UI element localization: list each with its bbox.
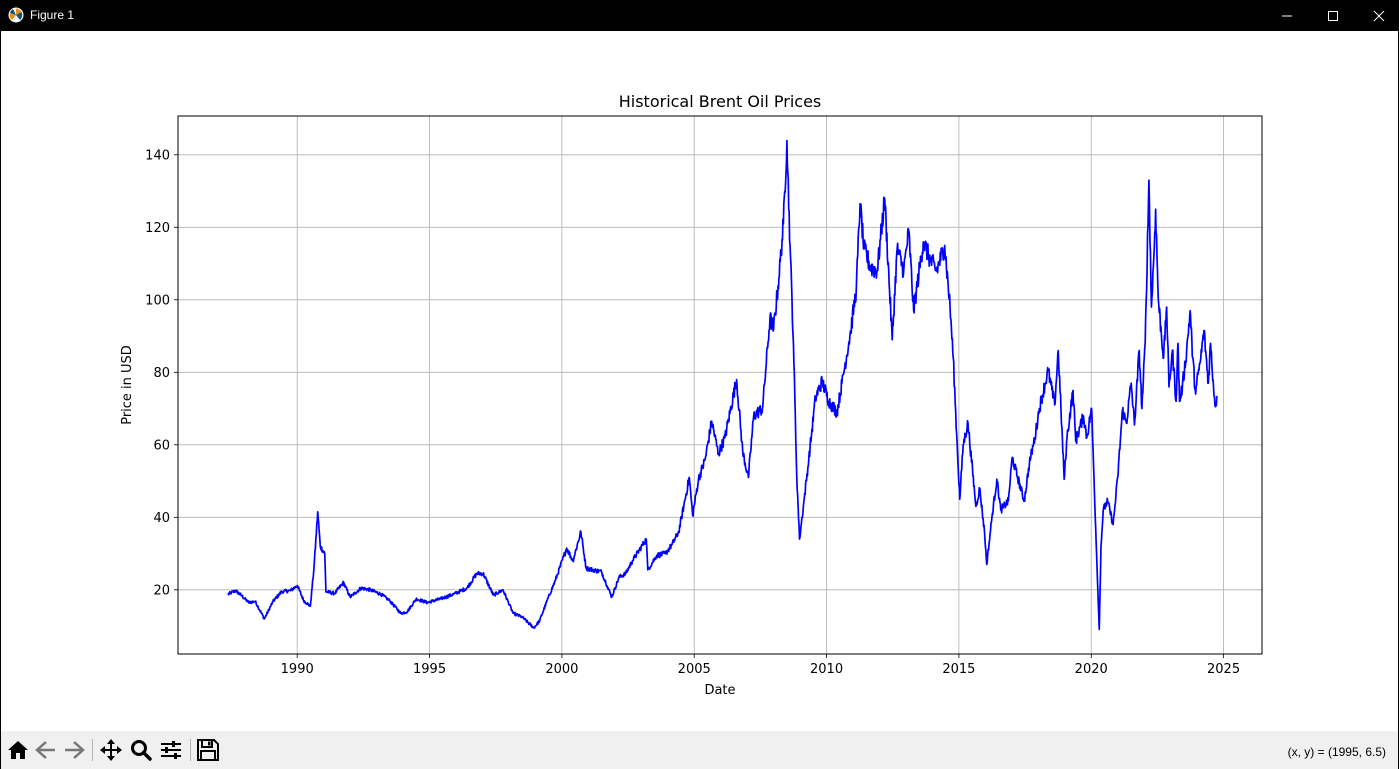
x-tick-label: 1990 [281,662,314,677]
maximize-icon [1328,11,1338,21]
forward-button[interactable] [61,737,87,763]
x-tick-label: 2000 [545,662,578,677]
toolbar-separator [92,739,93,761]
zoom-button[interactable] [128,737,154,763]
y-tick-label: 140 [145,148,170,163]
floppy-disk-icon [197,739,219,761]
grid [178,116,1262,654]
close-button[interactable] [1356,0,1399,31]
y-axis-label: Price in USD [120,345,135,425]
configure-subplots-button[interactable] [158,737,184,763]
matplotlib-logo-icon [8,7,24,23]
x-tick-label: 2015 [942,662,975,677]
navigation-toolbar: (x, y) = (1995, 6.5) [0,731,1399,769]
price-series-line [227,139,1218,631]
data-series [227,139,1218,631]
arrow-right-icon [65,741,85,759]
home-button[interactable] [5,737,31,763]
move-icon [100,739,122,761]
x-tick-label: 2025 [1207,662,1240,677]
cursor-coordinates: (x, y) = (1995, 6.5) [1287,745,1386,759]
y-tick-label: 40 [153,511,170,526]
window-title: Figure 1 [30,8,75,22]
arrow-left-icon [35,741,55,759]
sliders-icon [161,741,181,759]
y-tick-label: 80 [153,366,170,381]
x-tick-label: 1995 [413,662,446,677]
x-tick-label: 2005 [678,662,711,677]
magnifier-icon [131,740,152,761]
home-icon [8,741,28,759]
axes-frame [177,115,1263,655]
x-axis-label: Date [704,683,735,698]
window-titlebar: Figure 1 [0,0,1399,31]
y-tick-label: 120 [145,221,170,236]
y-tick-label: 20 [153,583,170,598]
ticks: 1990 1995 2000 2005 2010 2015 2020 2025 20 40 60 80… [145,148,1240,677]
chart-title: Historical Brent Oil Prices [619,92,822,111]
chart: 1990 1995 2000 2005 2010 2015 2020 2025 20 40 60 80… [120,92,1263,698]
minimize-button[interactable] [1264,0,1310,31]
back-button[interactable] [33,737,59,763]
pan-button[interactable] [98,737,124,763]
figure-canvas[interactable]: 1990 1995 2000 2005 2010 2015 2020 2025 20 40 60 80… [0,31,1399,731]
toolbar-separator [190,739,191,761]
close-icon [1373,10,1385,22]
x-tick-label: 2020 [1075,662,1108,677]
y-tick-label: 60 [153,438,170,453]
maximize-button[interactable] [1310,0,1356,31]
y-tick-label: 100 [145,293,170,308]
save-button[interactable] [195,737,221,763]
x-tick-label: 2010 [810,662,843,677]
minimize-icon [1282,15,1292,17]
